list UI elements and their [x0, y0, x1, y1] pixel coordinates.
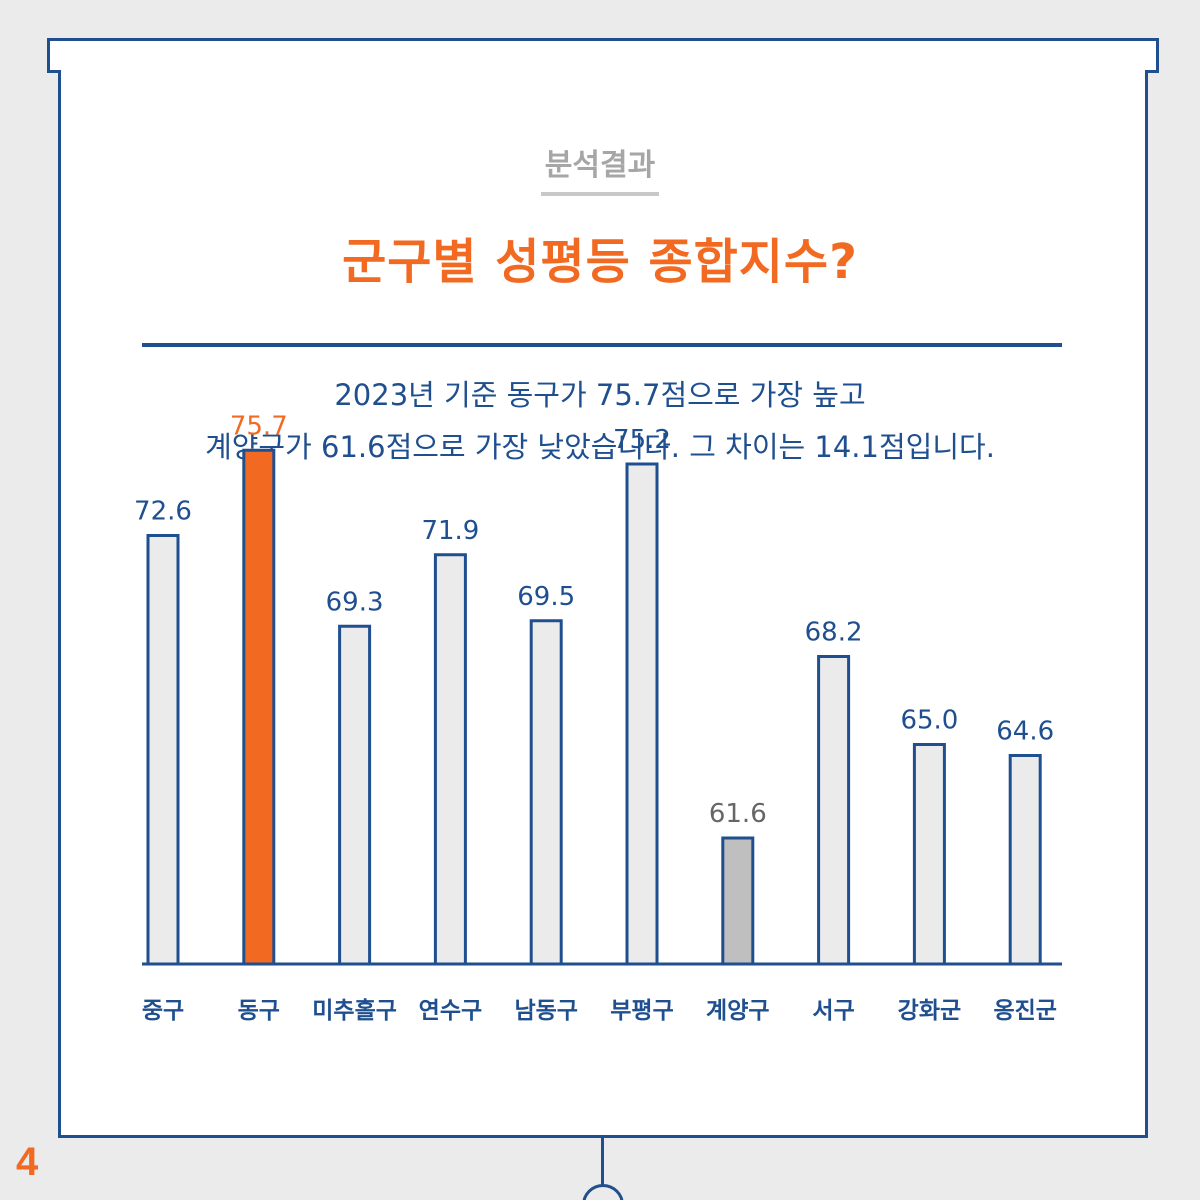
value-label-중구: 72.6 — [134, 497, 192, 527]
category-label-서구: 서구 — [812, 998, 854, 1024]
section-kicker: 분석결과 — [0, 140, 1200, 196]
page-title: 군구별 성평등 종합지수? — [342, 234, 858, 290]
category-label-부평구: 부평구 — [610, 998, 673, 1024]
page-number: 4 — [16, 1140, 39, 1184]
value-label-미추홀구: 69.3 — [326, 587, 384, 617]
bar-미추홀구 — [338, 624, 372, 966]
bar-서구 — [817, 655, 851, 966]
value-label-부평구: 75.2 — [613, 425, 671, 455]
bar-옹진군 — [1008, 754, 1042, 966]
value-label-강화군: 65.0 — [900, 706, 958, 736]
bar-연수구 — [433, 553, 467, 966]
bar-부평구 — [625, 462, 659, 966]
value-label-서구: 68.2 — [805, 618, 863, 648]
category-label-중구: 중구 — [142, 998, 184, 1024]
projector-screen-board — [58, 70, 1148, 1138]
bar-계양구 — [721, 836, 755, 966]
title-divider — [142, 343, 1062, 347]
bar-동구 — [242, 448, 276, 966]
category-label-남동구: 남동구 — [514, 998, 577, 1024]
category-label-동구: 동구 — [238, 998, 280, 1024]
category-label-연수구: 연수구 — [419, 998, 482, 1024]
section-kicker-text: 분석결과 — [540, 140, 660, 196]
value-label-남동구: 69.5 — [517, 582, 575, 612]
summary-line-1: 2023년 기준 동구가 75.7점으로 가장 높고 — [334, 378, 866, 412]
category-label-계양구: 계양구 — [706, 998, 769, 1024]
value-label-동구: 75.7 — [230, 411, 288, 441]
value-label-연수구: 71.9 — [421, 516, 479, 546]
value-label-계양구: 61.6 — [709, 799, 767, 829]
summary-line-2: 계양구가 61.6점으로 가장 낮았습니다. 그 차이는 14.1점입니다. — [205, 430, 995, 464]
bar-남동구 — [529, 619, 563, 966]
category-label-미추홀구: 미추홀구 — [312, 998, 397, 1024]
bar-중구 — [146, 534, 180, 966]
category-label-옹진군: 옹진군 — [993, 998, 1056, 1024]
value-label-옹진군: 64.6 — [996, 717, 1054, 747]
bar-강화군 — [912, 743, 946, 966]
pull-cord — [601, 1136, 604, 1186]
category-label-강화군: 강화군 — [898, 998, 961, 1024]
